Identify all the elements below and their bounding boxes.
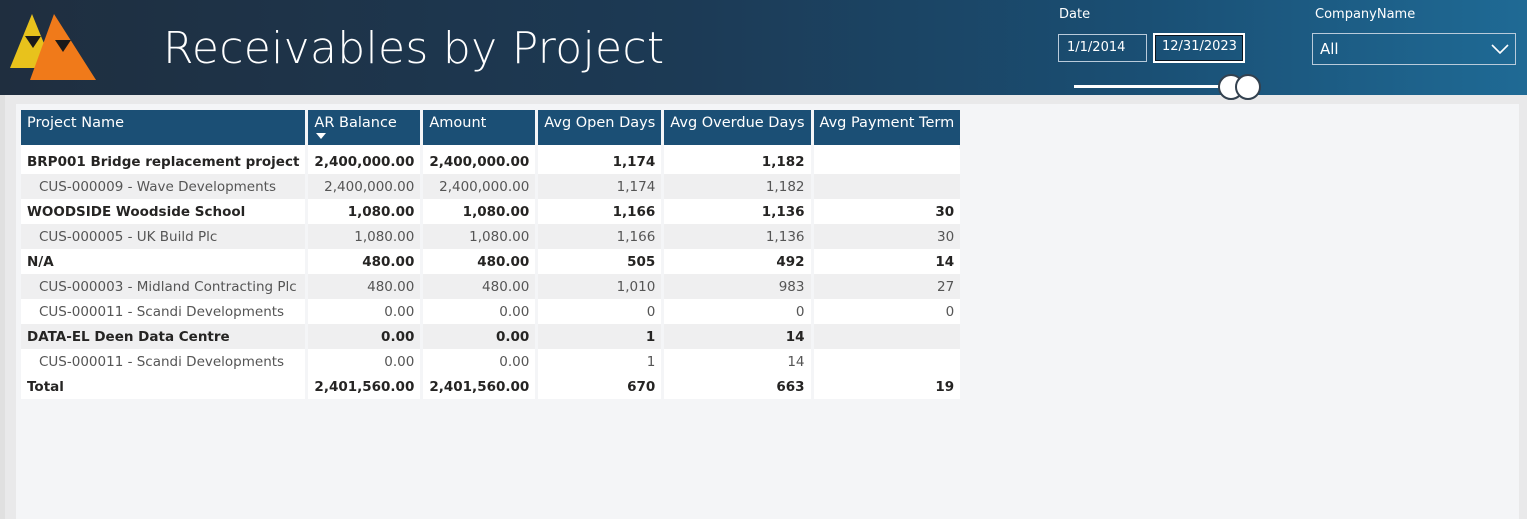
avg-overdue-days-cell: 1,182 xyxy=(662,149,814,174)
ar-balance-cell: 1,080.00 xyxy=(306,199,424,224)
avg-overdue-days-cell: 1,136 xyxy=(662,224,814,249)
amount-cell: 0.00 xyxy=(421,299,539,324)
table-row: CUS-000003 - Midland Contracting Plc 480.… xyxy=(21,274,961,299)
company-select-value: All xyxy=(1320,40,1339,58)
avg-overdue-days-cell: 0 xyxy=(662,299,814,324)
ar-balance-cell: 1,080.00 xyxy=(306,224,424,249)
logo-icon xyxy=(10,14,96,80)
avg-payment-term-cell: 14 xyxy=(812,249,961,274)
report-header: Receivables by Project Date 1/1/2014 12/… xyxy=(0,0,1527,100)
avg-payment-term-cell xyxy=(812,174,961,199)
project-name-cell: CUS-000011 - Scandi Developments xyxy=(21,299,309,324)
table-row[interactable]: BRP001 Bridge replacement project 2,400,0… xyxy=(21,149,961,174)
project-name-cell: CUS-000003 - Midland Contracting Plc xyxy=(21,274,309,299)
avg-payment-term-cell xyxy=(812,149,961,174)
project-name-cell: WOODSIDE Woodside School xyxy=(21,199,309,224)
avg-payment-term-cell xyxy=(812,349,961,374)
avg-overdue-days-cell: 1,182 xyxy=(662,174,814,199)
avg-open-days-cell: 1,174 xyxy=(536,174,665,199)
company-select[interactable]: All xyxy=(1312,33,1516,65)
ar-balance-cell: 480.00 xyxy=(306,249,424,274)
project-name-cell: CUS-000011 - Scandi Developments xyxy=(21,349,309,374)
date-range-slider-track[interactable] xyxy=(1074,85,1244,88)
avg-payment-term-cell: 19 xyxy=(812,374,961,399)
column-header-ar-balance-label: AR Balance xyxy=(314,115,397,131)
project-name-cell: Total xyxy=(21,374,309,399)
company-filter-label: CompanyName xyxy=(1315,7,1416,22)
amount-cell: 1,080.00 xyxy=(421,224,539,249)
date-range-end-handle[interactable] xyxy=(1235,74,1261,100)
avg-overdue-days-cell: 1,136 xyxy=(662,199,814,224)
column-header-avg-overdue-days[interactable]: Avg Overdue Days xyxy=(662,110,814,145)
avg-open-days-cell: 1 xyxy=(536,349,665,374)
table-header-row: Project Name AR Balance Amount Avg Open … xyxy=(21,110,961,145)
date-end-input[interactable]: 12/31/2023 xyxy=(1153,33,1245,63)
avg-open-days-cell: 670 xyxy=(536,374,665,399)
amount-cell: 480.00 xyxy=(421,274,539,299)
table-row[interactable]: WOODSIDE Woodside School 1,080.00 1,080.00… xyxy=(21,199,961,224)
project-name-cell: DATA-EL Deen Data Centre xyxy=(21,324,309,349)
ar-balance-cell: 0.00 xyxy=(306,349,424,374)
avg-open-days-cell: 1 xyxy=(536,324,665,349)
avg-overdue-days-cell: 14 xyxy=(662,324,814,349)
table-row: CUS-000009 - Wave Developments 2,400,000.… xyxy=(21,174,961,199)
avg-open-days-cell: 505 xyxy=(536,249,665,274)
avg-payment-term-cell xyxy=(812,324,961,349)
avg-payment-term-cell: 30 xyxy=(812,199,961,224)
ar-balance-cell: 0.00 xyxy=(306,324,424,349)
table-row[interactable]: DATA-EL Deen Data Centre 0.00 0.00 1 14 xyxy=(21,324,961,349)
project-name-cell: N/A xyxy=(21,249,309,274)
avg-open-days-cell: 1,166 xyxy=(536,199,665,224)
column-header-avg-open-days[interactable]: Avg Open Days xyxy=(536,110,665,145)
amount-cell: 0.00 xyxy=(421,349,539,374)
avg-open-days-cell: 0 xyxy=(536,299,665,324)
avg-overdue-days-cell: 14 xyxy=(662,349,814,374)
avg-payment-term-cell: 27 xyxy=(812,274,961,299)
amount-cell: 2,401,560.00 xyxy=(421,374,539,399)
ar-balance-cell: 480.00 xyxy=(306,274,424,299)
project-name-cell: CUS-000005 - UK Build Plc xyxy=(21,224,309,249)
avg-open-days-cell: 1,174 xyxy=(536,149,665,174)
page-title: Receivables by Project xyxy=(163,23,665,74)
date-filter-label: Date xyxy=(1059,7,1091,22)
column-header-project-name[interactable]: Project Name xyxy=(21,110,309,145)
avg-payment-term-cell: 0 xyxy=(812,299,961,324)
avg-open-days-cell: 1,166 xyxy=(536,224,665,249)
ar-balance-cell: 2,400,000.00 xyxy=(306,174,424,199)
ar-balance-cell: 2,401,560.00 xyxy=(306,374,424,399)
project-name-cell: CUS-000009 - Wave Developments xyxy=(21,174,309,199)
amount-cell: 2,400,000.00 xyxy=(421,149,539,174)
avg-overdue-days-cell: 983 xyxy=(662,274,814,299)
avg-payment-term-cell: 30 xyxy=(812,224,961,249)
date-start-input[interactable]: 1/1/2014 xyxy=(1058,34,1147,62)
left-edge xyxy=(0,95,5,519)
table-row: CUS-000011 - Scandi Developments 0.00 0.00… xyxy=(21,349,961,374)
table-row: CUS-000005 - UK Build Plc 1,080.00 1,080.0… xyxy=(21,224,961,249)
table-row: CUS-000011 - Scandi Developments 0.00 0.00… xyxy=(21,299,961,324)
avg-overdue-days-cell: 663 xyxy=(662,374,814,399)
project-name-cell: BRP001 Bridge replacement project xyxy=(21,149,309,174)
header-spacer xyxy=(21,145,962,149)
avg-overdue-days-cell: 492 xyxy=(662,249,814,274)
ar-balance-cell: 2,400,000.00 xyxy=(306,149,424,174)
receivables-table: Project Name AR Balance Amount Avg Open … xyxy=(21,110,962,399)
table-row[interactable]: N/A 480.00 480.00 505 492 14 xyxy=(21,249,961,274)
sort-descending-icon xyxy=(316,133,327,139)
amount-cell: 480.00 xyxy=(421,249,539,274)
amount-cell: 0.00 xyxy=(421,324,539,349)
avg-open-days-cell: 1,010 xyxy=(536,274,665,299)
column-header-amount[interactable]: Amount xyxy=(421,110,539,145)
amount-cell: 2,400,000.00 xyxy=(421,174,539,199)
column-header-ar-balance[interactable]: AR Balance xyxy=(306,110,424,145)
chevron-down-icon[interactable] xyxy=(1491,43,1509,55)
total-row: Total 2,401,560.00 2,401,560.00 670 663 19 xyxy=(21,374,961,399)
amount-cell: 1,080.00 xyxy=(421,199,539,224)
column-header-avg-payment-term[interactable]: Avg Payment Term xyxy=(812,110,961,145)
ar-balance-cell: 0.00 xyxy=(306,299,424,324)
